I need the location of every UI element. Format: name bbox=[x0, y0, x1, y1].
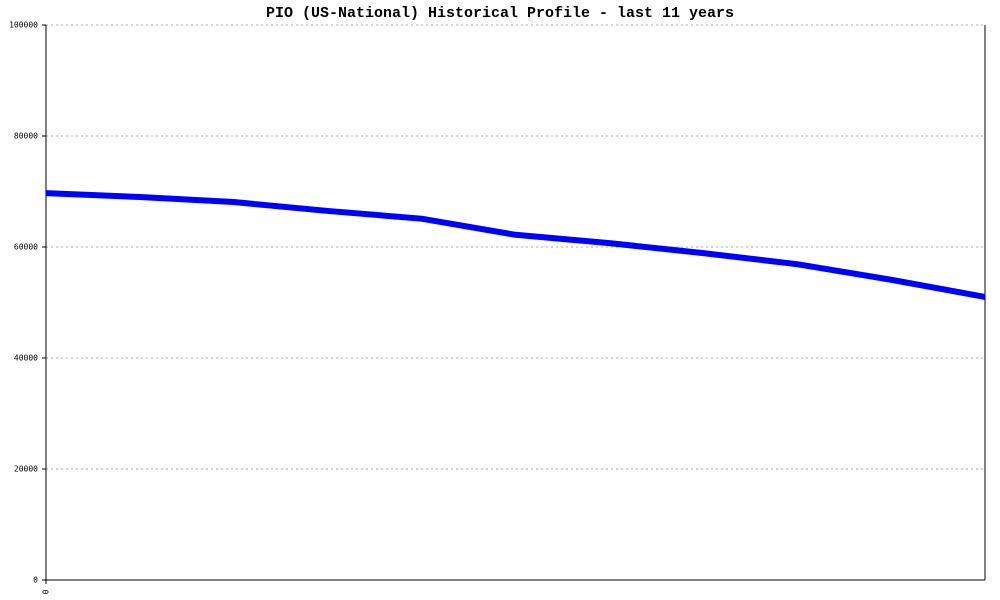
chart-title: PIO (US-National) Historical Profile - l… bbox=[266, 5, 734, 22]
y-tick-label: 0 bbox=[33, 576, 38, 585]
y-tick-label: 100000 bbox=[9, 21, 38, 30]
x-tick-label: 0 bbox=[42, 589, 51, 594]
y-tick-label: 40000 bbox=[14, 354, 38, 363]
data-line bbox=[45, 190, 986, 300]
y-tick-label: 60000 bbox=[14, 243, 38, 252]
y-tick-label: 80000 bbox=[14, 132, 38, 141]
y-tick-label: 20000 bbox=[14, 465, 38, 474]
